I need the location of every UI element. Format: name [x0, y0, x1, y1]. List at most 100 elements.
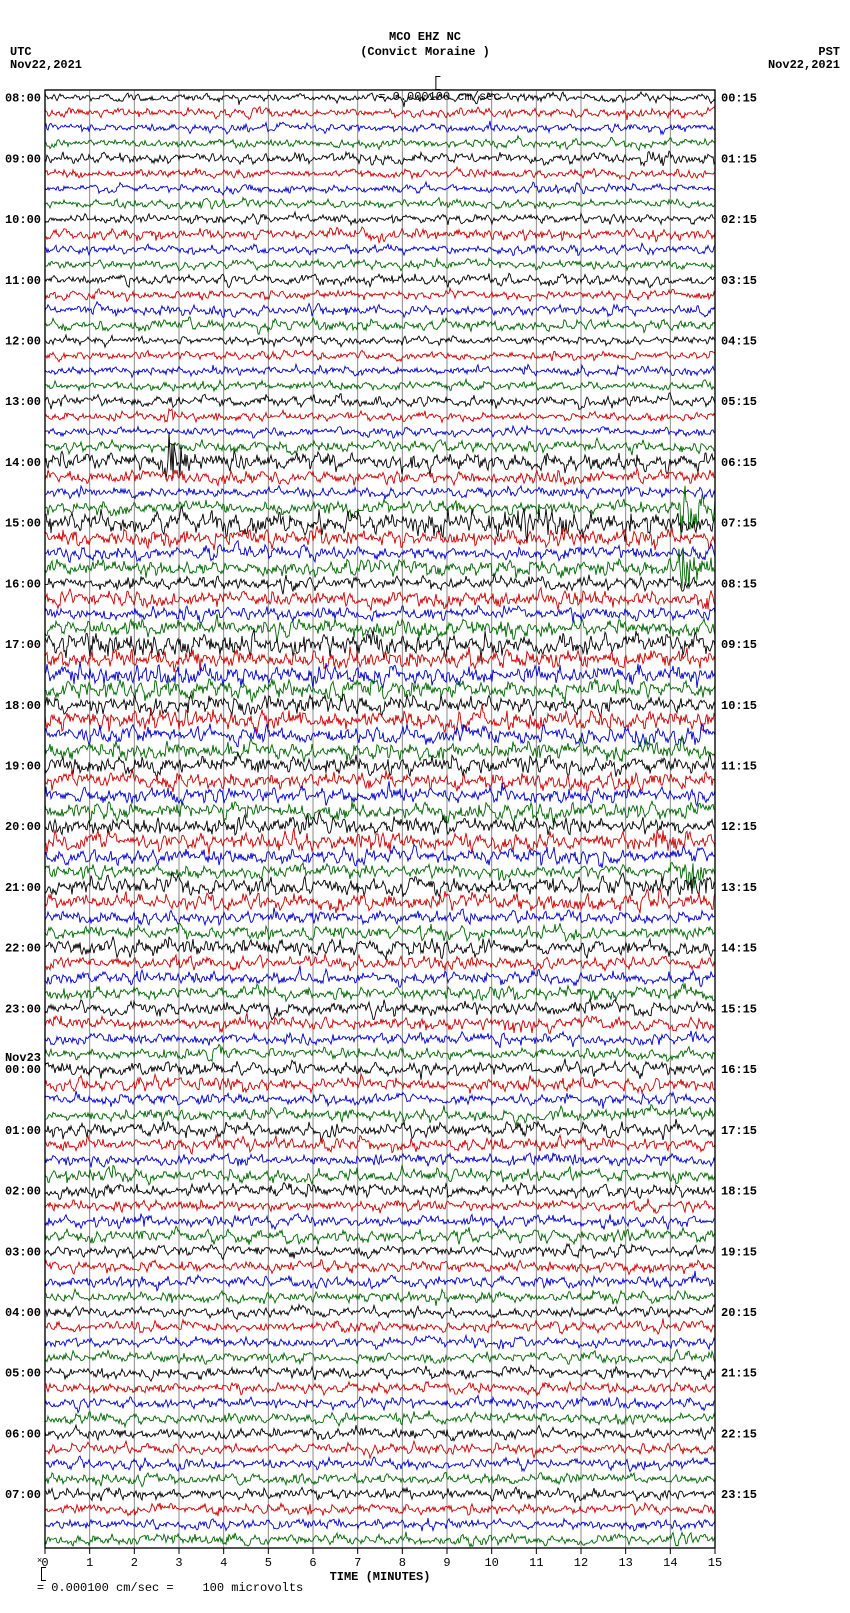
- svg-text:7: 7: [354, 1556, 361, 1570]
- left-hour-label: 10:00: [5, 213, 41, 227]
- right-hour-label: 06:15: [721, 456, 757, 470]
- trace-row: [45, 781, 715, 806]
- left-hour-label: 04:00: [5, 1306, 41, 1320]
- trace-row: [45, 1382, 715, 1396]
- trace-row: [45, 1425, 715, 1441]
- right-hour-label: 12:15: [721, 820, 757, 834]
- trace-row: [45, 923, 715, 941]
- left-hour-label: 11:00: [5, 274, 41, 288]
- right-hour-label: 20:15: [721, 1306, 757, 1320]
- left-hour-label: 19:00: [5, 760, 41, 774]
- trace-row: [45, 1487, 715, 1502]
- trace-row: [45, 1441, 715, 1458]
- left-hour-label: 12:00: [5, 334, 41, 348]
- svg-text:13: 13: [618, 1556, 632, 1570]
- right-hour-label: 18:15: [721, 1185, 757, 1199]
- trace-row: [45, 1335, 715, 1349]
- trace-row: [45, 1119, 715, 1141]
- trace-row: [45, 1271, 715, 1291]
- trace-row: [45, 844, 715, 868]
- trace-row: [45, 629, 715, 661]
- trace-row: [45, 801, 715, 825]
- left-hour-label: 06:00: [5, 1427, 41, 1441]
- trace-row: [45, 393, 715, 410]
- trace-row: [45, 1318, 715, 1334]
- trace-row: [45, 273, 715, 287]
- left-hour-label: 02:00: [5, 1185, 41, 1199]
- trace-row: [45, 1059, 715, 1080]
- trace-row: [45, 1214, 715, 1230]
- trace-row: [45, 1031, 715, 1048]
- left-hour-label: 23:00: [5, 1002, 41, 1016]
- trace-row: [45, 438, 715, 455]
- trace-row: [45, 614, 715, 642]
- trace-row: [45, 379, 715, 391]
- trace-row: [45, 136, 715, 151]
- trace-row: [45, 588, 715, 611]
- trace-row: [45, 469, 715, 486]
- trace-row: [45, 541, 715, 563]
- trace-row: [45, 92, 715, 107]
- right-hour-label: 15:15: [721, 1002, 757, 1016]
- heliplot-container: MCO EHZ NC (Convict Moraine ) = 0.000100…: [0, 0, 850, 1613]
- trace-row: [45, 288, 715, 301]
- right-hour-label: 23:15: [721, 1488, 757, 1502]
- trace-row: [45, 1503, 715, 1516]
- left-hour-label: 08:00: [5, 92, 41, 106]
- trace-row: [45, 1153, 715, 1168]
- left-hour-label: 01:00: [5, 1124, 41, 1138]
- trace-row: [45, 606, 715, 623]
- right-hour-label: 19:15: [721, 1245, 757, 1259]
- left-hour-label: 05:00: [5, 1367, 41, 1381]
- left-hour-label: 18:00: [5, 699, 41, 713]
- svg-text:10: 10: [484, 1556, 498, 1570]
- trace-row: [45, 575, 715, 595]
- right-hour-label: 08:15: [721, 577, 757, 591]
- trace-row: [45, 872, 715, 897]
- trace-row: [45, 335, 715, 347]
- left-hour-label: 16:00: [5, 577, 41, 591]
- trace-row: [45, 662, 715, 689]
- svg-text:6: 6: [309, 1556, 316, 1570]
- left-hour-label: 21:00: [5, 881, 41, 895]
- trace-row: [45, 983, 715, 1001]
- trace-row: [45, 1244, 715, 1260]
- right-hour-label: 05:15: [721, 395, 757, 409]
- left-hour-label: 14:00: [5, 456, 41, 470]
- svg-text:11: 11: [529, 1556, 543, 1570]
- trace-row: [45, 1305, 715, 1320]
- trace-row: [45, 486, 715, 499]
- trace-row: [45, 302, 715, 318]
- trace-row: [45, 769, 715, 792]
- svg-text:8: 8: [399, 1556, 406, 1570]
- right-hour-label: 07:15: [721, 517, 757, 531]
- left-hour-label: 07:00: [5, 1488, 41, 1502]
- trace-row: [45, 908, 715, 925]
- trace-row: [45, 107, 715, 120]
- trace-row: [45, 1105, 715, 1127]
- trace-row: [45, 259, 715, 271]
- trace-row: [45, 409, 715, 422]
- right-hour-label: 00:15: [721, 92, 757, 106]
- trace-row: [45, 1289, 715, 1306]
- left-hour-label: 13:00: [5, 395, 41, 409]
- svg-text:9: 9: [443, 1556, 450, 1570]
- left-hour-label: 00:00: [5, 1063, 41, 1077]
- trace-row: [45, 1044, 715, 1061]
- left-hour-label: 15:00: [5, 517, 41, 531]
- trace-row: [45, 243, 715, 255]
- trace-row: [45, 167, 715, 180]
- svg-text:TIME (MINUTES): TIME (MINUTES): [330, 1570, 431, 1584]
- left-hour-label: 17:00: [5, 638, 41, 652]
- heliplot-svg: 0123456789101112131415TIME (MINUTES)08:0…: [0, 0, 850, 1613]
- right-hour-label: 13:15: [721, 881, 757, 895]
- right-hour-label: 03:15: [721, 274, 757, 288]
- trace-row: [45, 966, 715, 988]
- trace-row: [45, 1456, 715, 1472]
- trace-row: [45, 1395, 715, 1412]
- footer-scale: × = 0.000100 cm/sec = 100 microvolts: [8, 1539, 303, 1609]
- trace-row: [45, 182, 715, 195]
- trace-row: [45, 121, 715, 134]
- svg-text:14: 14: [663, 1556, 677, 1570]
- trace-row: [45, 198, 715, 210]
